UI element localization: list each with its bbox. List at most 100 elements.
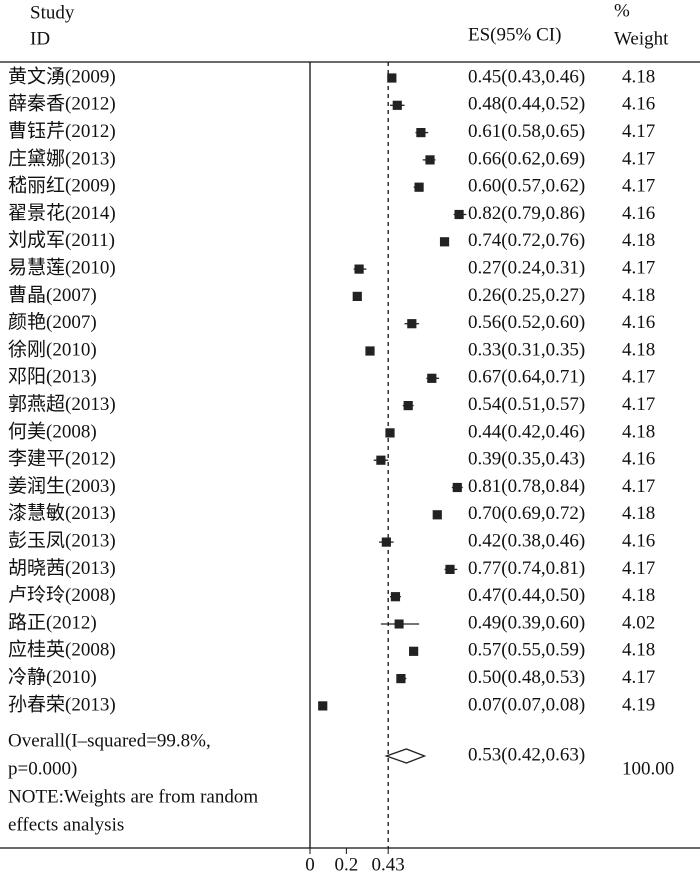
study-name: 嵇丽红(2009) (8, 175, 116, 197)
es-label: 0.70(0.69,0.72) (468, 503, 585, 524)
es-marker (439, 237, 450, 247)
weight-label: 4.17 (622, 394, 655, 415)
es-label: 0.26(0.25,0.27) (468, 285, 585, 306)
es-label: 0.53(0.42,0.63) (468, 744, 585, 765)
header-study: Study (30, 2, 75, 23)
es-marker (452, 482, 462, 493)
study-name: 曹钰芹(2012) (8, 120, 116, 142)
es-marker (390, 592, 401, 602)
study-name: 冷静(2010) (8, 666, 97, 688)
es-marker (445, 564, 455, 574)
es-label: 0.27(0.24,0.31) (468, 257, 585, 278)
weight-label: 4.16 (622, 449, 655, 470)
study-name: 应桂英(2008) (8, 639, 116, 661)
study-name: 胡晓茜(2013) (8, 557, 116, 579)
weight-label: 4.17 (622, 558, 655, 579)
header-es: ES(95% CI) (468, 24, 561, 45)
weight-label: 4.19 (622, 694, 655, 715)
study-name: 何美(2008) (8, 420, 97, 442)
es-label: 0.56(0.52,0.60) (468, 312, 585, 333)
weight-label: 4.18 (622, 503, 655, 524)
weight-label: 4.16 (622, 312, 655, 333)
es-marker (409, 646, 419, 656)
study-name: 李建平(2012) (8, 448, 116, 470)
study-name: 卢玲玲(2008) (8, 584, 116, 606)
weight-label: 4.18 (622, 230, 655, 251)
weight-label: 4.17 (622, 476, 655, 497)
es-marker (396, 674, 406, 684)
weight-label: 4.16 (622, 203, 655, 224)
es-marker (432, 510, 442, 520)
es-marker (403, 401, 413, 411)
es-label: 0.82(0.79,0.86) (468, 203, 585, 224)
note-line: NOTE:Weights are from random (8, 786, 258, 807)
study-name: 路正(2012) (8, 611, 97, 633)
weight-label: 4.18 (622, 66, 655, 87)
es-label: 0.74(0.72,0.76) (468, 230, 585, 251)
weight-label: 4.18 (622, 640, 655, 661)
es-label: 0.33(0.31,0.35) (468, 339, 585, 360)
es-marker (354, 264, 364, 274)
study-name: 徐刚(2010) (8, 338, 97, 360)
study-name: 邓阳(2013) (8, 366, 97, 388)
weight-label: 4.02 (622, 612, 655, 633)
es-marker (387, 73, 397, 83)
study-name: 孙春荣(2013) (8, 693, 116, 715)
weight-label: 4.17 (622, 257, 655, 278)
es-marker (425, 155, 435, 165)
es-label: 0.81(0.78,0.84) (468, 476, 585, 497)
es-label: 0.45(0.43,0.46) (468, 66, 585, 87)
study-name: 曹晶(2007) (8, 284, 97, 306)
es-label: 0.44(0.42,0.46) (468, 421, 585, 442)
weight-label: 4.18 (622, 285, 655, 306)
es-marker (352, 291, 362, 302)
weight-label: 4.18 (622, 585, 655, 606)
study-name: 薛秦香(2012) (8, 93, 116, 115)
weight-label: 4.17 (622, 121, 655, 142)
study-name: 刘成军(2011) (8, 229, 115, 251)
es-marker (392, 100, 402, 110)
es-label: 0.50(0.48,0.53) (468, 667, 585, 688)
study-name: 姜润生(2003) (8, 475, 116, 497)
weight-label: 4.18 (622, 339, 655, 360)
study-name: 彭玉凤(2013) (8, 529, 116, 551)
study-name: 颜艳(2007) (8, 311, 97, 333)
header-pct: % (614, 0, 630, 21)
weight-label: 4.17 (622, 667, 655, 688)
es-marker (407, 319, 417, 329)
es-marker (394, 619, 404, 629)
study-name: 翟景花(2014) (8, 202, 116, 224)
study-name: 庄黛娜(2013) (8, 147, 116, 169)
weight-label: 4.16 (622, 530, 655, 551)
study-name: 郭燕超(2013) (8, 393, 116, 415)
es-label: 0.49(0.39,0.60) (468, 612, 585, 633)
overall-name: p=0.000) (8, 758, 77, 779)
es-label: 0.77(0.74,0.81) (468, 558, 585, 579)
weight-label: 4.18 (622, 421, 655, 442)
weight-label: 4.17 (622, 367, 655, 388)
weight-label: 4.17 (622, 176, 655, 197)
es-label: 0.66(0.62,0.69) (468, 148, 585, 169)
x-tick-label: 0.43 (372, 854, 405, 875)
es-label: 0.67(0.64,0.71) (468, 367, 585, 388)
study-name: 黄文湧(2009) (8, 65, 116, 87)
es-marker (365, 346, 375, 356)
overall-name: Overall(I–squared=99.8%, (8, 730, 211, 751)
x-tick-label: 0.2 (334, 854, 358, 875)
es-marker (416, 128, 426, 138)
es-label: 0.57(0.55,0.59) (468, 640, 585, 661)
study-name: 易慧莲(2010) (8, 256, 116, 278)
header-weight: Weight (614, 28, 669, 49)
es-label: 0.48(0.44,0.52) (468, 94, 585, 115)
es-label: 0.07(0.07,0.08) (468, 694, 585, 715)
es-label: 0.61(0.58,0.65) (468, 121, 585, 142)
es-marker (427, 373, 437, 383)
es-marker (376, 455, 386, 465)
es-marker (318, 701, 328, 711)
note-line: effects analysis (8, 814, 124, 835)
es-label: 0.47(0.44,0.50) (468, 585, 585, 606)
header-id: ID (30, 28, 50, 49)
es-label: 0.42(0.38,0.46) (468, 530, 585, 551)
es-marker (385, 428, 395, 438)
